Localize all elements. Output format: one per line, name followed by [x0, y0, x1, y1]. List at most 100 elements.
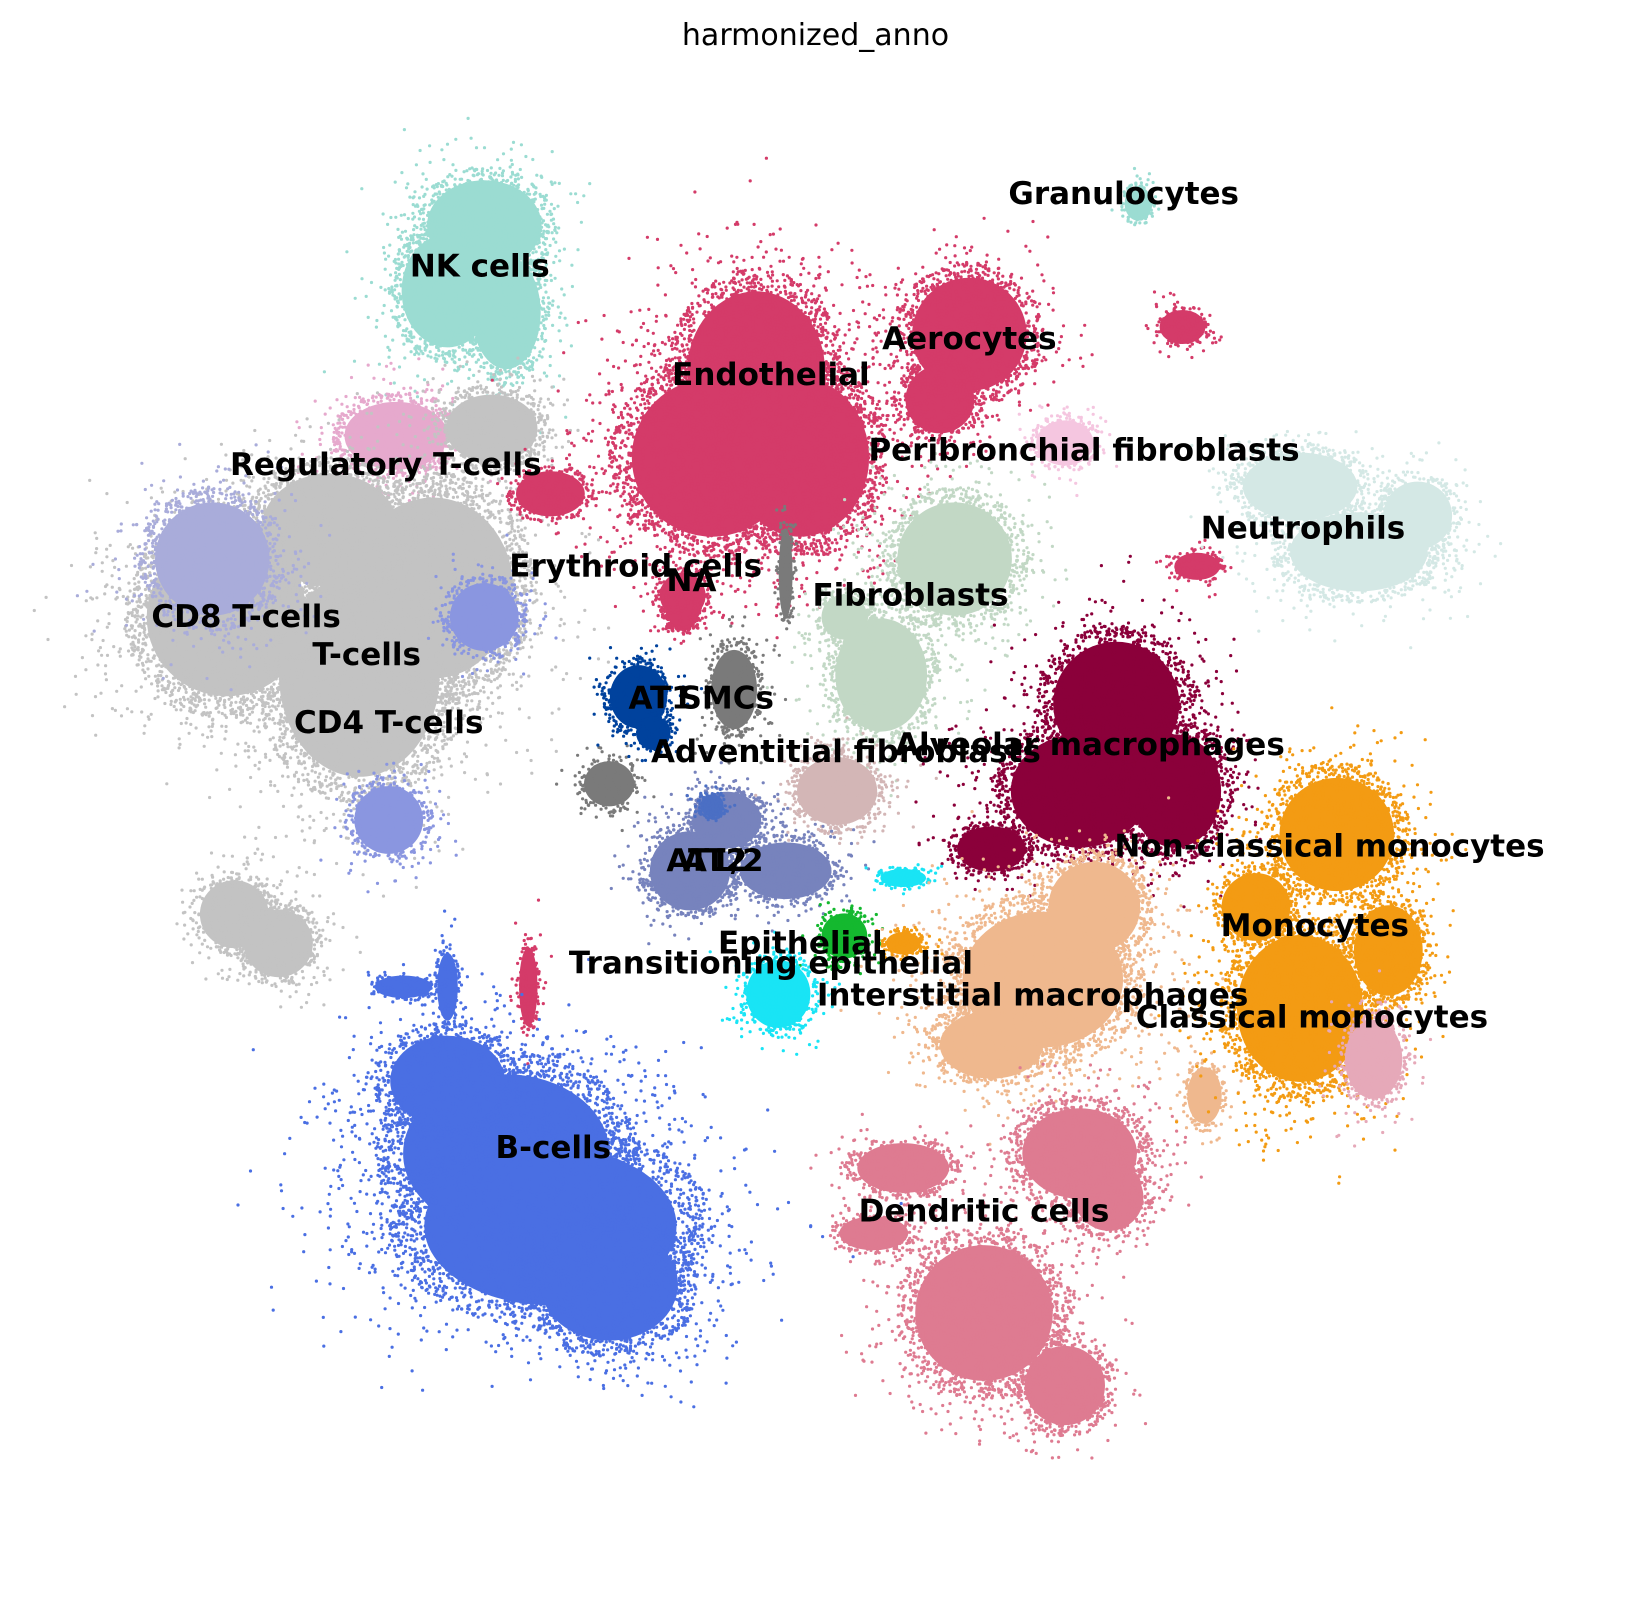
data-point — [449, 244, 452, 247]
data-point — [558, 182, 561, 185]
data-point — [525, 200, 528, 203]
data-point — [443, 289, 446, 292]
data-point — [528, 228, 531, 231]
data-point — [559, 312, 562, 315]
data-point — [411, 325, 414, 328]
data-point — [545, 237, 548, 240]
data-point — [492, 225, 495, 228]
data-point — [543, 203, 546, 206]
data-point — [435, 345, 438, 348]
data-point — [467, 236, 470, 239]
data-point — [387, 255, 390, 258]
data-point — [495, 186, 498, 189]
data-point — [507, 236, 510, 239]
data-point — [440, 148, 443, 151]
data-point — [499, 240, 502, 243]
data-point — [442, 158, 445, 161]
data-point — [428, 293, 431, 296]
data-point — [450, 380, 453, 383]
data-point — [448, 222, 451, 225]
data-point — [394, 216, 397, 219]
data-point — [463, 226, 466, 229]
data-point — [388, 290, 391, 293]
data-point — [535, 174, 538, 177]
data-point — [415, 317, 418, 320]
data-point — [418, 196, 421, 199]
data-point — [491, 200, 494, 203]
data-point — [494, 196, 497, 199]
data-point — [476, 173, 479, 176]
data-point — [409, 234, 412, 237]
data-point — [456, 204, 459, 207]
data-point — [533, 230, 536, 233]
data-point — [403, 128, 406, 131]
data-point — [518, 203, 521, 206]
data-point — [465, 318, 468, 321]
data-point — [454, 207, 457, 210]
data-point — [419, 149, 422, 152]
data-point — [420, 350, 423, 353]
data-point — [395, 275, 398, 278]
data-point — [429, 229, 432, 232]
data-point — [460, 294, 463, 297]
data-point — [582, 194, 585, 197]
data-point — [517, 348, 520, 351]
chart-title: harmonized_anno — [682, 18, 949, 53]
data-point — [467, 377, 470, 380]
data-point — [488, 234, 491, 237]
data-point — [395, 316, 398, 319]
data-point — [323, 370, 326, 373]
data-point — [394, 261, 397, 264]
data-point — [431, 201, 434, 204]
data-point — [505, 180, 508, 183]
data-point — [476, 182, 479, 185]
data-point — [423, 378, 426, 381]
data-point — [383, 251, 386, 254]
data-point — [438, 354, 441, 357]
data-point — [524, 219, 527, 222]
data-point — [454, 236, 457, 239]
data-point — [499, 347, 502, 350]
data-point — [470, 290, 473, 293]
data-point — [420, 243, 423, 246]
data-point — [435, 233, 438, 236]
data-point — [550, 213, 553, 216]
data-point — [436, 315, 439, 318]
data-point — [580, 221, 583, 224]
data-point — [429, 161, 432, 164]
data-point — [433, 335, 436, 338]
data-point — [554, 241, 557, 244]
data-point — [504, 235, 507, 238]
data-point — [574, 192, 577, 195]
data-point — [464, 222, 467, 225]
data-point — [453, 355, 456, 358]
data-point — [489, 188, 492, 191]
data-point — [534, 198, 537, 201]
data-point — [442, 193, 445, 196]
data-point — [531, 243, 534, 246]
data-point — [437, 196, 440, 199]
data-point — [466, 179, 469, 182]
data-point — [382, 246, 385, 249]
data-point — [451, 163, 454, 166]
data-point — [416, 205, 419, 208]
data-point — [387, 287, 390, 290]
data-point — [429, 350, 432, 353]
data-point — [509, 175, 512, 178]
data-point — [388, 244, 391, 247]
data-point — [465, 235, 468, 238]
data-point — [456, 213, 459, 216]
data-point — [484, 240, 487, 243]
data-point — [521, 381, 524, 384]
data-point — [477, 212, 480, 215]
data-point — [565, 324, 568, 327]
data-point — [470, 184, 473, 187]
data-point — [423, 309, 426, 312]
data-point — [525, 320, 528, 323]
data-point — [450, 338, 453, 341]
data-point — [450, 307, 453, 310]
data-point — [409, 319, 412, 322]
data-point — [536, 212, 539, 215]
data-point — [379, 286, 382, 289]
